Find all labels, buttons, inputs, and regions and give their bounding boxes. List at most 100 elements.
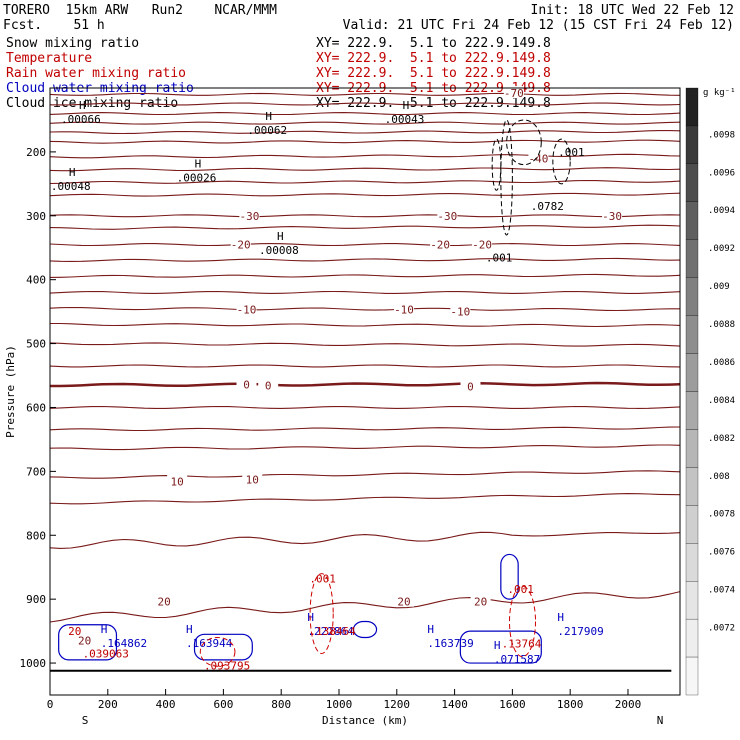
- snow-max-label: .00048: [51, 180, 91, 193]
- colorbar-swatch: [685, 581, 699, 620]
- isotherm-line: [49, 167, 681, 172]
- field-xy: XY= 222.9. 5.1 to 222.9.149.8: [316, 36, 551, 51]
- colorbar-swatch: [685, 87, 699, 127]
- isotherm-line: [49, 92, 681, 96]
- colorbar-tick-label: .0092: [708, 244, 735, 254]
- snow-max-label: .00062: [247, 124, 287, 137]
- isotherm-label: 20: [78, 635, 91, 648]
- cloud-water-max-label: .163944: [186, 637, 233, 650]
- snow-max-marker: H: [277, 230, 284, 243]
- rain-max-label: 20: [68, 625, 81, 638]
- isotherm-label-bg: [394, 594, 415, 607]
- colorbar-tick-label: .0074: [708, 586, 735, 596]
- snow-max-marker: H: [195, 157, 202, 170]
- colorbar-swatch: [685, 125, 699, 165]
- isotherm-label: -30: [437, 210, 457, 223]
- cloud-ice-contour: [500, 119, 513, 236]
- isotherm-line: [50, 381, 681, 388]
- x-tick-label: 1800: [557, 698, 584, 711]
- rain-max-label: .039063: [83, 647, 129, 660]
- rain-contour: [508, 585, 537, 658]
- colorbar-tick-label: .0076: [708, 548, 735, 558]
- isotherm-label-bg: [472, 237, 493, 250]
- cloud-water-max-label: .163739: [427, 637, 473, 650]
- x-axis-label: Distance (km): [322, 714, 408, 727]
- x-tick-label: 1200: [384, 698, 411, 711]
- isotherm-line: [49, 364, 681, 368]
- x-tick-label: 1400: [441, 698, 468, 711]
- rain-max-label: .001: [309, 573, 336, 586]
- isotherm-line: [49, 591, 681, 623]
- isotherm-label: -70: [504, 87, 524, 100]
- colorbar-swatch: [685, 353, 699, 392]
- isotherm-label: 20: [397, 596, 410, 609]
- colorbar-swatch: [685, 239, 699, 278]
- isotherm-line: [49, 139, 681, 144]
- isotherm-line: [49, 444, 681, 451]
- rain-contour: [309, 573, 334, 654]
- cloud-water-max-label: .217909: [557, 625, 603, 638]
- cloud-water-contour: [58, 624, 118, 661]
- colorbar-swatch: [685, 315, 699, 354]
- colorbar-swatch: [685, 277, 699, 316]
- x-tick-label: 0: [47, 698, 54, 711]
- isotherm-label-bg: [503, 86, 524, 99]
- isotherm-line: [49, 493, 681, 505]
- y-tick-label: 800: [26, 529, 46, 542]
- isotherm-label: -10: [237, 304, 257, 317]
- colorbar-swatch: [685, 543, 699, 582]
- colorbar-tick-label: .0072: [708, 624, 735, 634]
- isotherm-line: [49, 273, 681, 278]
- colorbar-tick-label: .0086: [708, 358, 735, 368]
- colorbar-swatch: [685, 656, 699, 696]
- cloud-water-contour: [459, 630, 542, 664]
- colorbar-tick-label: .0082: [708, 434, 735, 444]
- isotherm-line: [49, 130, 681, 135]
- y-tick-label: 600: [26, 401, 46, 414]
- isotherm-line: [49, 243, 681, 247]
- cloud-ice-contour: [552, 138, 571, 185]
- cloud-water-max-label: .222864: [307, 625, 354, 638]
- colorbar-swatch: [685, 467, 699, 506]
- y-tick-label: 200: [26, 146, 46, 159]
- header-right-line2: Valid: 21 UTC Fri 24 Feb 12 (15 CST Fri …: [342, 18, 734, 33]
- isotherm-label: 10: [171, 476, 184, 489]
- cloud-water-max-marker: H: [307, 611, 314, 624]
- isotherm-label: 10: [246, 474, 259, 487]
- colorbar-swatch: [685, 201, 699, 240]
- cloud-ice-contour: [506, 119, 542, 166]
- isotherm-label: -30: [239, 210, 259, 223]
- isotherm-label-bg: [242, 472, 263, 485]
- y-tick-label: 500: [26, 338, 46, 351]
- isotherm-line: [49, 342, 681, 347]
- isotherm-label: -20: [231, 239, 251, 252]
- isotherm-line: [49, 257, 681, 262]
- x-tick-label: 1600: [499, 698, 526, 711]
- colorbar-unit: g kg⁻¹: [703, 88, 736, 98]
- y-tick-label: 400: [26, 274, 46, 287]
- cloud-ice-label: .0782: [531, 200, 564, 213]
- colorbar-tick-label: .0096: [708, 168, 735, 178]
- colorbar-swatch: [685, 391, 699, 430]
- isotherm-label: -10: [450, 306, 470, 319]
- y-tick-label: 700: [26, 465, 46, 478]
- colorbar-tick-label: .0098: [708, 130, 735, 140]
- isotherm-label-bg: [239, 208, 260, 221]
- y-tick-label: 1000: [20, 657, 47, 670]
- colorbar-swatch: [685, 505, 699, 544]
- header-right-line1: Init: 18 UTC Wed 22 Feb 12: [530, 3, 735, 18]
- cloud-ice-label: .001: [558, 146, 585, 159]
- isotherm-label: 20: [474, 596, 487, 609]
- header-left-line1: TORERO 15km ARW Run2 NCAR/MMM: [3, 3, 277, 18]
- colorbar-tick-label: .0088: [708, 320, 735, 330]
- cloud-water-contour: [193, 633, 253, 661]
- isotherm-line: [49, 102, 681, 106]
- isotherm-label: 20: [158, 596, 171, 609]
- field-xy: XY= 222.9. 5.1 to 222.9.149.8: [316, 66, 551, 81]
- colorbar-swatch: [685, 618, 699, 658]
- cloud-water-max-label: .164862: [101, 637, 147, 650]
- rain-max-label: .138464: [309, 625, 356, 638]
- isotherm-label-bg: [528, 151, 549, 164]
- isotherm-label-bg: [154, 594, 175, 607]
